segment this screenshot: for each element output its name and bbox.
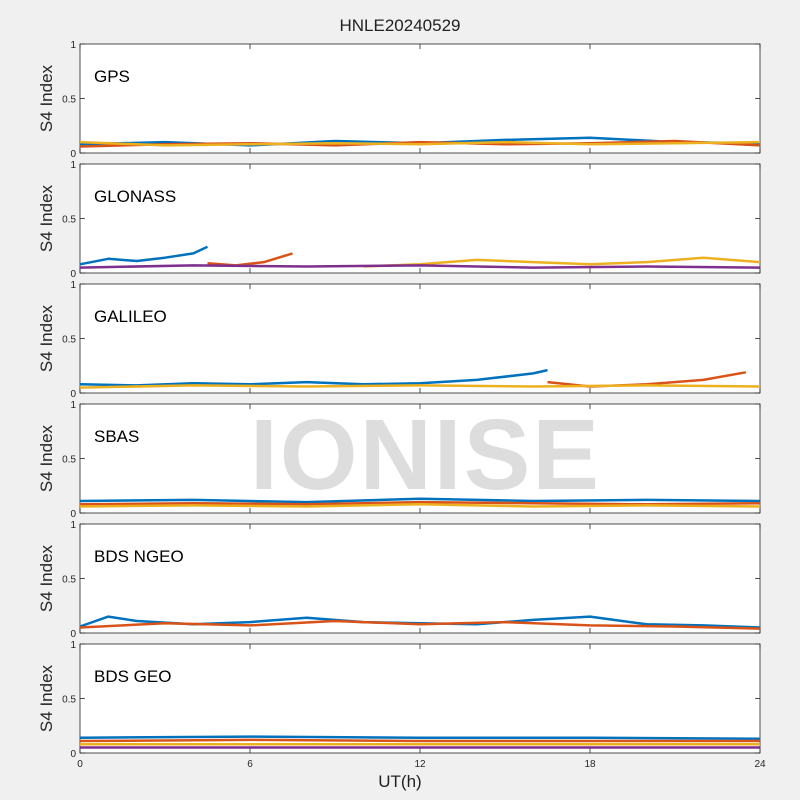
panel-label: SBAS bbox=[94, 427, 139, 446]
y-axis-label: S4 Index bbox=[37, 544, 56, 612]
y-tick-label: 1 bbox=[70, 640, 76, 651]
series-line bbox=[79, 619, 761, 630]
panel-label: BDS NGEO bbox=[94, 547, 184, 566]
y-axis-label: S4 Index bbox=[37, 304, 56, 372]
series-line bbox=[79, 368, 548, 387]
y-axis-label: S4 Index bbox=[37, 184, 56, 252]
series-line bbox=[79, 140, 761, 147]
series-line bbox=[79, 264, 761, 269]
plot-area bbox=[79, 163, 761, 274]
y-tick-label: 0.5 bbox=[62, 95, 76, 106]
plot-area bbox=[79, 43, 761, 154]
y-tick-label: 0 bbox=[70, 509, 76, 520]
series-line bbox=[363, 256, 761, 268]
x-tick-label: 18 bbox=[584, 759, 596, 770]
series-line bbox=[79, 503, 761, 508]
plot-area bbox=[79, 643, 761, 754]
y-tick-label: 0 bbox=[70, 749, 76, 760]
panel-bds-geo: 0 0.5 1 BDS GEO S4 Index 0 6 12 18 24 bbox=[37, 640, 766, 770]
x-tick-label: 6 bbox=[247, 759, 253, 770]
plot-area bbox=[79, 283, 761, 394]
y-tick-label: 0 bbox=[70, 389, 76, 400]
x-tick-label: 0 bbox=[77, 759, 83, 770]
panel-glonass: 0 0.5 1 GLONASS S4 Index bbox=[37, 160, 761, 280]
y-tick-label: 0.5 bbox=[62, 215, 76, 226]
y-tick-label: 0.5 bbox=[62, 695, 76, 706]
figure-title: HNLE20240529 bbox=[339, 16, 461, 35]
y-axis-label: S4 Index bbox=[37, 424, 56, 492]
y-tick-label: 1 bbox=[70, 280, 76, 291]
y-tick-label: 0.5 bbox=[62, 455, 76, 466]
y-tick-label: 0.5 bbox=[62, 575, 76, 586]
x-tick-label: 24 bbox=[754, 759, 766, 770]
y-tick-label: 1 bbox=[70, 400, 76, 411]
panel-label: GPS bbox=[94, 67, 130, 86]
x-axis-label: UT(h) bbox=[378, 772, 422, 791]
x-tick-label: 12 bbox=[414, 759, 426, 770]
panel-sbas: 0 0.5 1 SBAS S4 Index bbox=[37, 400, 761, 520]
series-line bbox=[79, 245, 209, 266]
panel-gps: 0 0.5 1 GPS S4 Index bbox=[37, 40, 761, 160]
series-line bbox=[79, 738, 760, 743]
series-line bbox=[79, 735, 761, 741]
y-tick-label: 0 bbox=[70, 629, 76, 640]
panel-label: GLONASS bbox=[94, 187, 176, 206]
panel-bds-ngeo: 0 0.5 1 BDS NGEO S4 Index bbox=[37, 520, 761, 640]
y-tick-label: 1 bbox=[70, 160, 76, 171]
series-line bbox=[79, 497, 761, 504]
plot-area bbox=[79, 523, 761, 634]
y-tick-label: 0 bbox=[70, 149, 76, 160]
series-line bbox=[207, 252, 293, 267]
y-tick-label: 1 bbox=[70, 520, 76, 531]
panel-label: BDS GEO bbox=[94, 667, 171, 686]
y-axis-label: S4 Index bbox=[37, 64, 56, 132]
panel-label: GALILEO bbox=[94, 307, 167, 326]
y-tick-label: 1 bbox=[70, 40, 76, 51]
series-line bbox=[79, 384, 761, 389]
y-axis-label: S4 Index bbox=[37, 664, 56, 732]
y-tick-label: 0.5 bbox=[62, 335, 76, 346]
plot-area bbox=[79, 403, 761, 514]
panel-galileo: 0 0.5 1 GALILEO S4 Index bbox=[37, 280, 761, 400]
y-tick-label: 0 bbox=[70, 269, 76, 280]
